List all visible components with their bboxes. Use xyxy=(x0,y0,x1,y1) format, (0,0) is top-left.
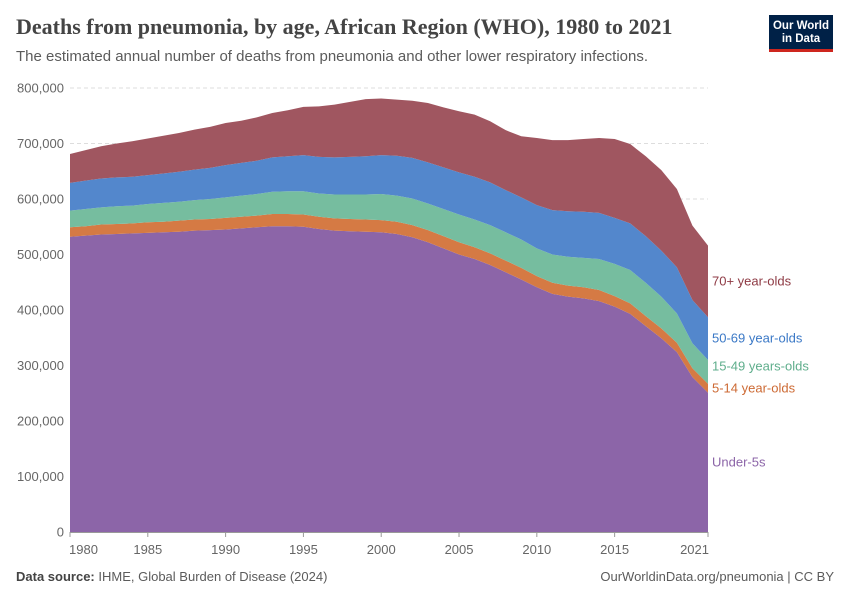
y-tick-label: 100,000 xyxy=(17,469,64,484)
series-label-15-49-years-olds: 15-49 years-olds xyxy=(712,358,809,373)
series-label-under-5s: Under-5s xyxy=(712,454,766,469)
area-70-year-olds[interactable] xyxy=(70,98,708,318)
data-source: Data source: IHME, Global Burden of Dise… xyxy=(16,569,327,584)
x-tick-label: 2000 xyxy=(367,542,396,557)
x-tick-label: 2021 xyxy=(680,542,709,557)
y-tick-label: 200,000 xyxy=(17,414,64,429)
area-layers[interactable] xyxy=(70,98,708,532)
series-labels: Under-5s 5-14 year-olds 15-49 years-olds 50… xyxy=(712,273,809,469)
x-axis: 1980 1985 1990 1995 2000 2005 2010 2015 2021 xyxy=(69,532,709,557)
logo-line-2: in Data xyxy=(781,33,821,45)
x-tick-label: 1980 xyxy=(69,542,98,557)
x-tick-label: 1995 xyxy=(289,542,318,557)
y-tick-label: 700,000 xyxy=(17,136,64,151)
x-tick-label: 2005 xyxy=(445,542,474,557)
x-tick-label: 2010 xyxy=(522,542,551,557)
x-tick-label: 1990 xyxy=(211,542,240,557)
area-50-69-year-olds[interactable] xyxy=(70,155,708,360)
series-label-70-year-olds: 70+ year-olds xyxy=(712,273,792,288)
x-tick-label: 1985 xyxy=(133,542,162,557)
data-source-text[interactable]: IHME, Global Burden of Disease (2024) xyxy=(98,569,328,584)
area-15-49-years-olds[interactable] xyxy=(70,191,708,384)
y-tick-label: 800,000 xyxy=(17,81,64,96)
data-source-label: Data source: xyxy=(16,569,95,584)
x-tick-label: 2015 xyxy=(600,542,629,557)
footer-url[interactable]: OurWorldinData.org/pneumonia | CC BY xyxy=(600,569,834,584)
series-label-50-69-year-olds: 50-69 year-olds xyxy=(712,331,803,346)
y-tick-label: 0 xyxy=(57,525,64,540)
owid-logo[interactable]: Our World in Data xyxy=(769,15,833,52)
y-tick-label: 600,000 xyxy=(17,192,64,207)
y-tick-label: 500,000 xyxy=(17,247,64,262)
logo-line-1: Our World xyxy=(772,20,829,32)
area-under-5s[interactable] xyxy=(70,226,708,532)
area-5-14-year-olds[interactable] xyxy=(70,213,708,393)
y-axis: 0 100,000 200,000 300,000 400,000 500,000 600,… xyxy=(17,81,64,540)
series-label-5-14-year-olds: 5-14 year-olds xyxy=(712,380,796,395)
chart: 0 100,000 200,000 300,000 400,000 500,000 600,… xyxy=(17,81,809,558)
chart-subtitle: The estimated annual number of deaths fr… xyxy=(16,48,649,65)
y-tick-label: 400,000 xyxy=(17,303,64,318)
chart-title: Deaths from pneumonia, by age, African R… xyxy=(16,14,673,39)
y-tick-label: 300,000 xyxy=(17,358,64,373)
